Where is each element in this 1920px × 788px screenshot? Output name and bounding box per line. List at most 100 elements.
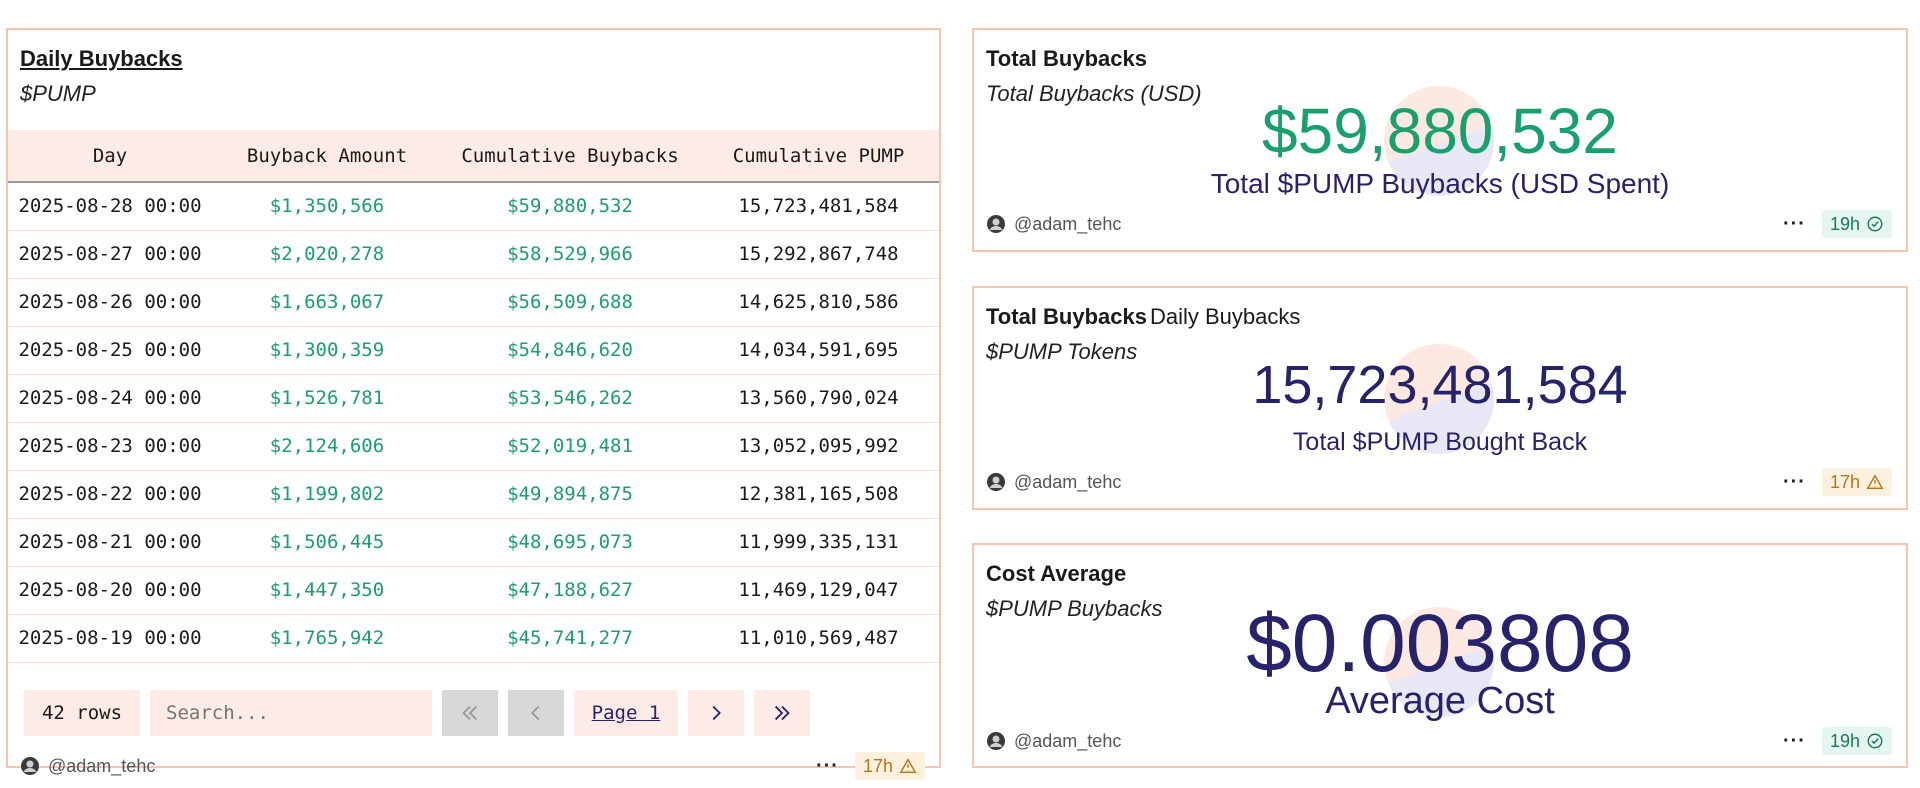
- tab-daily-buybacks[interactable]: Daily Buybacks: [1150, 304, 1301, 329]
- author-name: @adam_tehc: [1014, 471, 1122, 492]
- buybacks-table: Day Buyback Amount Cumulative Buybacks C…: [8, 130, 939, 663]
- cell-day: 2025-08-20 00:00: [18, 579, 202, 601]
- warning-icon: [1866, 474, 1884, 490]
- freshness-age: 19h: [1829, 730, 1860, 751]
- chevron-left-icon: [531, 705, 540, 721]
- column-header-cumulative-buybacks[interactable]: Cumulative Buybacks: [442, 130, 698, 183]
- table-row: 2025-08-23 00:00 $2,124,606 $52,019,481 13,…: [8, 422, 939, 470]
- cell-day: 2025-08-22 00:00: [18, 483, 202, 505]
- double-chevron-left-icon: [462, 705, 478, 721]
- avatar-icon: [987, 732, 1005, 750]
- cell-cumulative-pump: 11,469,129,047: [738, 579, 899, 601]
- cell-cumulative-pump: 11,010,569,487: [738, 627, 899, 649]
- cell-buyback-amount: $2,124,606: [269, 435, 385, 457]
- cell-cumulative-buybacks: $49,894,875: [507, 483, 633, 505]
- cell-day: 2025-08-26 00:00: [18, 291, 202, 313]
- current-page-link[interactable]: Page 1: [574, 690, 678, 736]
- cell-cumulative-buybacks: $45,741,277: [507, 627, 633, 649]
- table-row: 2025-08-25 00:00 $1,300,359 $54,846,620 14,…: [8, 326, 939, 374]
- cell-cumulative-pump: 12,381,165,508: [738, 483, 899, 505]
- cell-buyback-amount: $1,199,802: [269, 483, 385, 505]
- cell-buyback-amount: $2,020,278: [269, 243, 385, 265]
- table-row: 2025-08-28 00:00 $1,350,566 $59,880,532 15,…: [8, 182, 939, 230]
- counter-label: Average Cost: [1325, 680, 1555, 722]
- freshness-badge[interactable]: 17h: [854, 752, 925, 780]
- freshness-badge[interactable]: 19h: [1821, 210, 1892, 238]
- table-row: 2025-08-21 00:00 $1,506,445 $48,695,073 11,…: [8, 518, 939, 566]
- avatar-icon: [987, 473, 1005, 491]
- decorative-circle-icon: [1384, 86, 1494, 196]
- panel-footer: @adam_tehc ··· 19h: [986, 727, 1892, 755]
- panel-subtitle: $PUMP Tokens: [986, 339, 1138, 364]
- panel-title: Total Buybacks: [986, 46, 1147, 71]
- table-scroll-area[interactable]: Day Buyback Amount Cumulative Buybacks C…: [8, 130, 939, 667]
- table-row: 2025-08-24 00:00 $1,526,781 $53,546,262 13,…: [8, 374, 939, 422]
- counter-label: Total $PUMP Bought Back: [1292, 428, 1588, 456]
- cell-cumulative-pump: 14,625,810,586: [738, 291, 899, 313]
- row-count: 42 rows: [24, 690, 140, 736]
- counter-value: 15,723,481,584: [1252, 355, 1628, 415]
- total-buybacks-tokens-panel: Total Buybacks Daily Buybacks $PUMP Toke…: [972, 286, 1908, 510]
- more-options-icon[interactable]: ···: [1782, 470, 1806, 493]
- avatar-icon: [987, 215, 1005, 233]
- cell-cumulative-buybacks: $52,019,481: [507, 435, 633, 457]
- table-row: 2025-08-27 00:00 $2,020,278 $58,529,966 15,…: [8, 230, 939, 278]
- column-header-cumulative-pump[interactable]: Cumulative PUMP: [698, 130, 939, 183]
- table-row: 2025-08-22 00:00 $1,199,802 $49,894,875 12,…: [8, 470, 939, 518]
- total-buybacks-usd-panel: Total Buybacks Total Buybacks (USD) $59,…: [972, 28, 1908, 252]
- chevron-right-icon: [712, 705, 721, 721]
- panel-footer: @adam_tehc ··· 17h: [986, 468, 1892, 496]
- more-options-icon[interactable]: ···: [815, 754, 839, 777]
- cell-cumulative-pump: 11,999,335,131: [738, 531, 899, 553]
- cell-day: 2025-08-25 00:00: [18, 339, 202, 361]
- cell-cumulative-pump: 13,560,790,024: [738, 387, 899, 409]
- freshness-age: 17h: [862, 755, 893, 776]
- decorative-circle-icon: [1384, 344, 1494, 454]
- panel-footer: @adam_tehc ··· 19h: [986, 210, 1892, 238]
- cell-cumulative-buybacks: $54,846,620: [507, 339, 633, 361]
- previous-page-button[interactable]: [508, 690, 564, 736]
- panel-subtitle: $PUMP Buybacks: [986, 596, 1163, 621]
- author-link[interactable]: @adam_tehc: [986, 214, 1121, 235]
- cell-buyback-amount: $1,765,942: [269, 627, 385, 649]
- check-circle-icon: [1867, 733, 1883, 749]
- more-options-icon[interactable]: ···: [1782, 212, 1806, 235]
- column-header-buyback-amount[interactable]: Buyback Amount: [212, 130, 442, 183]
- table-pagination: 42 rows Page 1: [24, 690, 810, 736]
- author-link[interactable]: @adam_tehc: [986, 472, 1121, 493]
- more-options-icon[interactable]: ···: [1782, 729, 1806, 752]
- cell-cumulative-pump: 13,052,095,992: [738, 435, 899, 457]
- cell-day: 2025-08-28 00:00: [18, 195, 202, 218]
- first-page-button[interactable]: [442, 690, 498, 736]
- author-link[interactable]: @adam_tehc: [986, 731, 1121, 752]
- cell-cumulative-pump: 15,723,481,584: [738, 195, 899, 218]
- counter-label: Total $PUMP Buybacks (USD Spent): [1210, 168, 1670, 199]
- author-link[interactable]: @adam_tehc: [20, 756, 155, 777]
- cell-buyback-amount: $1,350,566: [269, 195, 385, 218]
- cell-day: 2025-08-23 00:00: [18, 435, 202, 457]
- cost-average-panel: Cost Average $PUMP Buybacks $0.003808 Av…: [972, 543, 1908, 768]
- panel-title: Total Buybacks: [986, 304, 1147, 329]
- cell-cumulative-pump: 15,292,867,748: [738, 243, 899, 265]
- panel-title: Cost Average: [986, 561, 1127, 586]
- cell-cumulative-buybacks: $58,529,966: [507, 243, 633, 265]
- last-page-button[interactable]: [754, 690, 810, 736]
- freshness-badge[interactable]: 19h: [1821, 727, 1892, 755]
- cell-buyback-amount: $1,506,445: [269, 531, 385, 553]
- cell-cumulative-pump: 14,034,591,695: [738, 339, 899, 361]
- column-header-day[interactable]: Day: [8, 130, 212, 183]
- author-name: @adam_tehc: [48, 755, 156, 776]
- cell-buyback-amount: $1,663,067: [269, 291, 385, 313]
- panel-subtitle: $PUMP: [20, 81, 96, 106]
- next-page-button[interactable]: [688, 690, 744, 736]
- search-input[interactable]: [150, 690, 432, 736]
- cell-day: 2025-08-24 00:00: [18, 387, 202, 409]
- table-row: 2025-08-26 00:00 $1,663,067 $56,509,688 14,…: [8, 278, 939, 326]
- counter-value: $59,880,532: [1262, 95, 1618, 167]
- freshness-badge[interactable]: 17h: [1821, 468, 1892, 496]
- table-body: 2025-08-28 00:00 $1,350,566 $59,880,532 15,…: [8, 182, 939, 662]
- counter-value: $0.003808: [1246, 598, 1634, 689]
- cell-cumulative-buybacks: $48,695,073: [507, 531, 633, 553]
- check-circle-icon: [1867, 216, 1883, 232]
- panel-title-link[interactable]: Daily Buybacks: [20, 46, 183, 71]
